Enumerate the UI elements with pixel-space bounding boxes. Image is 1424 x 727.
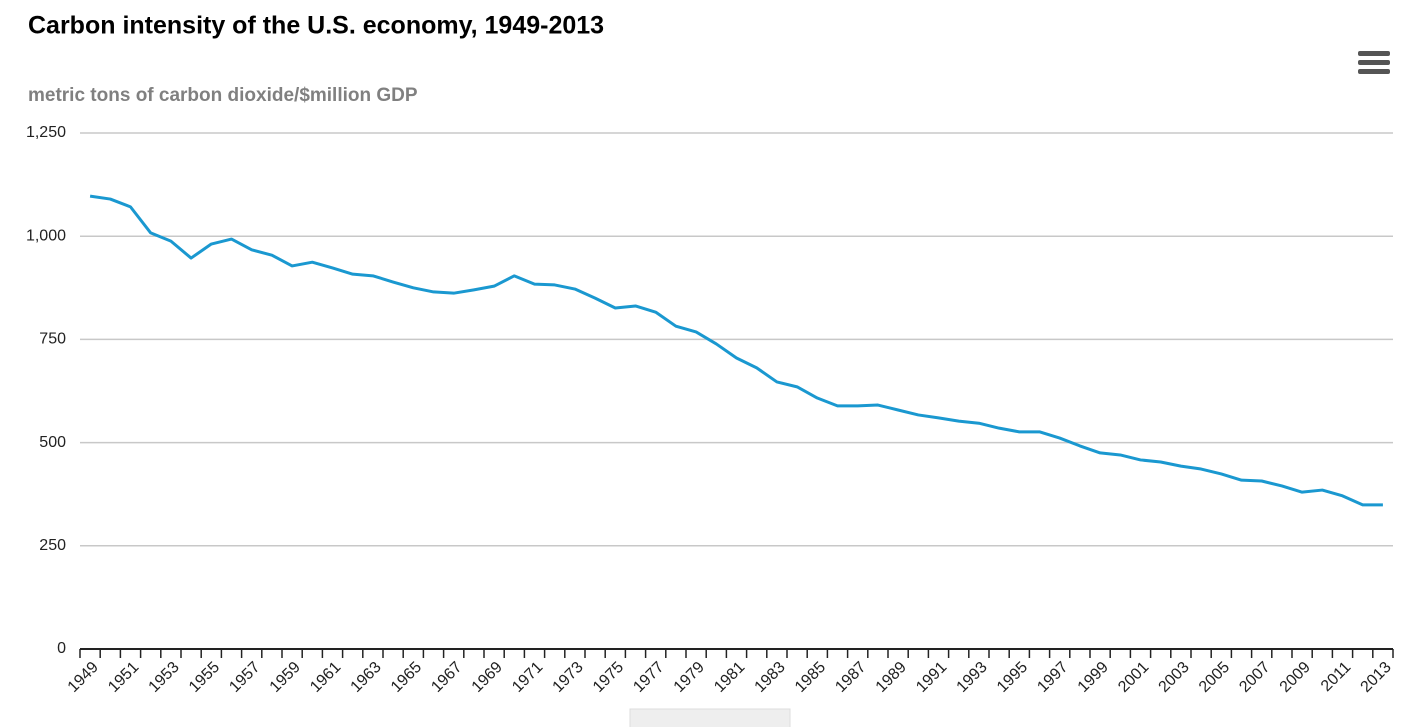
x-tick-label: 1999 — [1075, 659, 1112, 696]
x-tick-label: 2005 — [1196, 659, 1233, 696]
chart-subtitle: metric tons of carbon dioxide/$million G… — [28, 85, 418, 106]
x-tick-label: 2003 — [1156, 659, 1193, 696]
x-tick-label: 1983 — [752, 659, 789, 696]
x-tick-label: 1959 — [267, 659, 304, 696]
x-tick-label: 2011 — [1318, 659, 1354, 695]
x-tick-label: 1985 — [792, 659, 829, 696]
x-tick-label: 1995 — [994, 659, 1031, 696]
y-tick-label: 750 — [39, 331, 66, 348]
x-tick-label: 1987 — [832, 659, 869, 696]
x-tick-label: 1949 — [65, 659, 102, 696]
y-tick-label: 250 — [39, 537, 66, 554]
x-tick-label: 1971 — [509, 659, 546, 696]
y-tick-label: 1,000 — [26, 227, 66, 244]
x-tick-label: 1963 — [348, 659, 385, 696]
data-line — [89, 194, 1383, 507]
x-tick-label: 1981 — [711, 659, 748, 696]
menu-button[interactable] — [1358, 51, 1390, 74]
x-tick-label: 1993 — [954, 659, 991, 696]
x-tick-label: 2001 — [1115, 659, 1152, 696]
x-tick-label: 1965 — [388, 659, 425, 696]
x-tick-label: 1973 — [550, 659, 587, 696]
menu-bar[interactable] — [1358, 51, 1390, 56]
x-tick-label: 1969 — [469, 659, 506, 696]
x-tick-label: 1951 — [105, 659, 142, 696]
x-tick-label: 1989 — [873, 659, 910, 696]
y-tick-label: 500 — [39, 434, 66, 451]
y-tick-label: 0 — [57, 640, 66, 657]
menu-bar[interactable] — [1358, 69, 1390, 74]
x-tick-label: 1957 — [226, 659, 263, 696]
x-tick-label: 2013 — [1358, 659, 1395, 696]
y-tick-label: 1,250 — [26, 124, 66, 141]
scrollbar[interactable] — [629, 708, 791, 727]
x-tick-label: 1975 — [590, 659, 627, 696]
x-tick-label: 1997 — [1034, 659, 1071, 696]
x-tick-label: 1953 — [146, 659, 183, 696]
x-tick-label: 2009 — [1277, 659, 1314, 696]
x-tick-label: 1979 — [671, 659, 708, 696]
x-tick-label: 2007 — [1236, 659, 1273, 696]
x-tick-label: 1967 — [428, 659, 465, 696]
menu-bar[interactable] — [1358, 60, 1390, 65]
x-tick-label: 1961 — [307, 659, 344, 696]
x-tick-label: 1955 — [186, 659, 223, 696]
x-tick-label: 1991 — [913, 659, 950, 696]
chart-title: Carbon intensity of the U.S. economy, 19… — [28, 12, 604, 40]
x-tick-label: 1977 — [630, 659, 667, 696]
